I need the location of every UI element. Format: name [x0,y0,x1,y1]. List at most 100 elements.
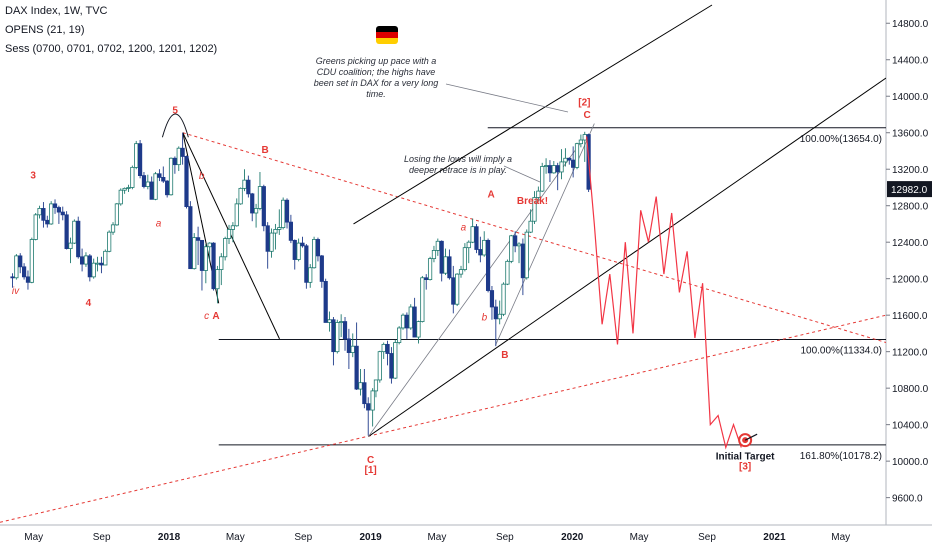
candle-body [64,214,69,249]
candle [466,240,471,264]
x-tick-label: May [630,532,649,543]
candle-body [350,345,355,353]
candle-body [45,219,50,225]
candle [567,157,572,165]
wave-label: iv [12,286,20,297]
candle [25,270,31,290]
candle [516,242,522,264]
candle [203,244,208,284]
candle [551,161,556,174]
y-tick-label: 12000.0 [892,275,929,286]
candle-body [230,225,235,230]
wave-label: B [501,350,508,361]
candle-body [543,165,549,167]
x-tick-label: May [831,532,850,543]
candle-body [281,199,286,228]
candle-body [574,143,580,168]
price-label-text: 12982.0 [891,185,928,196]
candle [327,311,332,332]
candle [404,312,409,339]
fib-level-label: 100.00%(11334.0) [800,345,882,356]
candle [265,222,270,269]
sess-indicator[interactable]: Sess (0700, 0701, 0702, 1200, 1201, 1202… [5,43,218,55]
candle-body [319,255,324,282]
candle-body [60,211,65,216]
candle [126,184,131,193]
candle [273,223,278,250]
candle-body [107,231,112,252]
candle-body [261,186,266,227]
y-tick-label: 11200.0 [892,348,928,359]
candle [246,175,251,198]
y-tick-label: 12800.0 [892,202,929,213]
candle-body [296,242,301,260]
candle [482,231,487,257]
wave-label: a [461,222,467,233]
candle-body [103,250,108,266]
x-tick-label: May [24,532,43,543]
candle [408,304,413,330]
candle-body [412,306,417,338]
candle-body [269,232,274,252]
candle-body [540,166,545,192]
candle [547,160,553,182]
candle-body [358,382,363,390]
candle [300,236,305,248]
candle [14,254,19,280]
trend-line [182,132,280,340]
opens-indicator[interactable]: OPENS (21, 19) [5,24,85,36]
candle [45,215,50,228]
y-tick-label: 10800.0 [892,384,929,395]
candle [412,297,417,338]
candle [250,192,255,222]
wave-label: [2] [578,97,590,108]
candle-body [33,214,38,240]
candle-body [323,281,328,323]
candle [400,313,406,330]
candle [277,209,282,235]
candle [168,157,174,196]
candle-body [370,390,375,411]
candle-body [87,255,92,278]
candle-body [443,256,448,274]
target-dart [744,433,758,441]
candle-body [455,273,460,305]
candle [540,162,545,193]
candle [342,317,348,351]
candle-body [308,267,313,283]
candle-body [547,165,553,174]
candle [83,252,89,267]
candle-body [141,175,147,187]
candle-body [118,189,123,205]
wave-label: c [204,311,209,322]
wave-label: C [584,110,591,121]
candle-body [250,193,255,214]
candle [509,234,514,264]
candle [41,202,46,228]
candle-body [49,203,54,225]
wave-label: 5 [172,106,178,117]
candle [18,253,23,274]
candle [72,219,77,245]
candle-body [25,276,31,283]
target-marker-icon [738,433,758,448]
trend-line [368,134,587,437]
candle [180,132,185,165]
candle [559,149,564,180]
candle-body [520,243,525,279]
candle [238,187,243,205]
candle-body [168,157,174,196]
candle [377,350,382,383]
candle [99,256,104,274]
candle-body [381,343,386,353]
candle-body [41,208,46,221]
candle [226,224,232,245]
cdu-note: Greens picking up pace with a CDU coalit… [313,56,439,99]
candle-body [513,235,518,247]
candle-body [238,187,243,205]
trend-line [182,132,886,344]
y-tick-label: 13200.0 [892,165,929,176]
trend-line [368,77,886,437]
candle [68,237,73,264]
candle [29,237,34,284]
